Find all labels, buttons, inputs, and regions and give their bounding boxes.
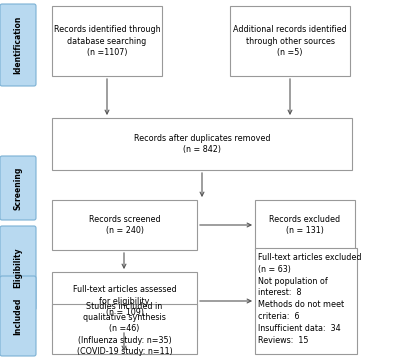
Text: Eligibility: Eligibility (14, 248, 22, 288)
FancyBboxPatch shape (0, 4, 36, 86)
FancyBboxPatch shape (0, 226, 36, 310)
FancyBboxPatch shape (52, 272, 197, 330)
Text: Additional records identified
through other sources
(n =5): Additional records identified through ot… (233, 25, 347, 57)
FancyBboxPatch shape (0, 156, 36, 220)
FancyBboxPatch shape (52, 304, 197, 354)
Text: Studies included in
qualitative synthesis
(n =46)
(Influenza study: n=35)
(COVID: Studies included in qualitative synthesi… (77, 302, 172, 356)
Text: Identification: Identification (14, 16, 22, 74)
FancyBboxPatch shape (0, 276, 36, 356)
Text: Records identified through
database searching
(n =1107): Records identified through database sear… (54, 25, 160, 57)
FancyBboxPatch shape (52, 6, 162, 76)
FancyBboxPatch shape (255, 200, 355, 250)
FancyBboxPatch shape (52, 118, 352, 170)
FancyBboxPatch shape (52, 200, 197, 250)
Text: Full-text articles assessed
for eligibility
(n = 109): Full-text articles assessed for eligibil… (73, 285, 176, 317)
FancyBboxPatch shape (255, 248, 357, 354)
Text: Full-text articles excluded
(n = 63)
Not population of
interest:  8
Methods do n: Full-text articles excluded (n = 63) Not… (258, 253, 362, 345)
Text: Records excluded
(n = 131): Records excluded (n = 131) (270, 215, 340, 235)
Text: Records after duplicates removed
(n = 842): Records after duplicates removed (n = 84… (134, 134, 270, 154)
Text: Records screened
(n = 240): Records screened (n = 240) (89, 215, 160, 235)
FancyBboxPatch shape (230, 6, 350, 76)
Text: Screening: Screening (14, 166, 22, 210)
Text: Included: Included (14, 297, 22, 335)
